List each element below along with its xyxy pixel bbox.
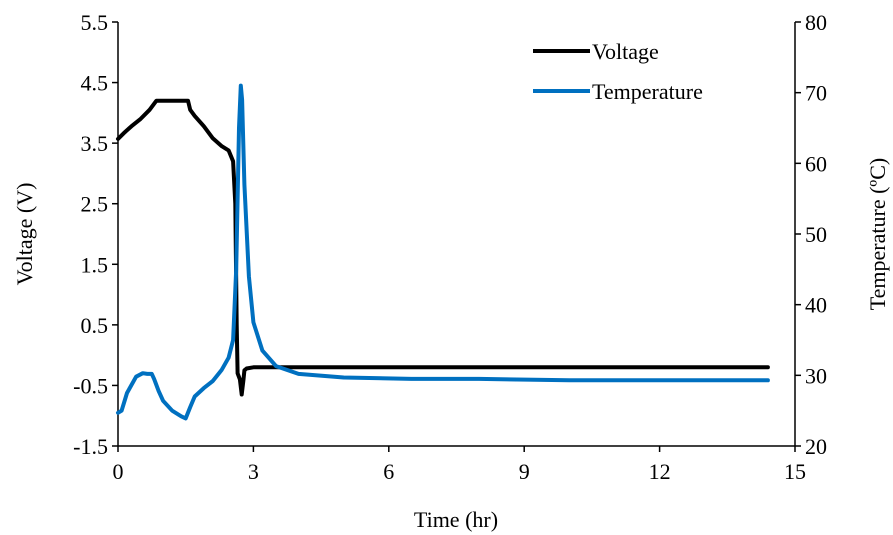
y-right-tick-label: 50 — [805, 222, 827, 247]
x-tick-label: 0 — [113, 459, 124, 484]
x-tick-label: 12 — [649, 459, 671, 484]
y-left-tick-label: -1.5 — [73, 434, 108, 459]
y-right-tick-label: 80 — [805, 10, 827, 35]
y-right-axis-title: Temperature (ºC) — [865, 158, 890, 311]
y-right-tick-label: 30 — [805, 363, 827, 388]
legend: Voltage Temperature — [533, 39, 703, 104]
x-axis-title: Time (hr) — [414, 507, 498, 532]
x-tick-label: 6 — [383, 459, 394, 484]
y-left-tick-label: 4.5 — [81, 71, 109, 96]
y-right-tick-label: 20 — [805, 434, 827, 459]
y-left-tick-label: 1.5 — [81, 252, 109, 277]
y-left-tick-label: -0.5 — [73, 373, 108, 398]
series-layer — [116, 83, 770, 421]
legend-label-temperature: Temperature — [592, 79, 703, 104]
y-left-tick-label: 2.5 — [81, 192, 109, 217]
y-right-tick-label: 40 — [805, 293, 827, 318]
y-left-axis-title: Voltage (V) — [12, 183, 37, 286]
series-line-temperature — [116, 83, 770, 421]
y-right-axis-ticks: 20 30 40 50 60 70 80 — [795, 10, 827, 459]
series-line-voltage — [116, 98, 770, 397]
y-left-tick-label: 3.5 — [81, 131, 109, 156]
legend-label-voltage: Voltage — [592, 39, 659, 64]
x-tick-label: 9 — [519, 459, 530, 484]
y-right-tick-label: 60 — [805, 151, 827, 176]
x-tick-label: 15 — [784, 459, 806, 484]
x-tick-label: 3 — [248, 459, 259, 484]
y-right-tick-label: 70 — [805, 81, 827, 106]
x-axis-ticks: 0 3 6 9 12 15 — [113, 446, 806, 484]
y-left-axis-ticks: -1.5 -0.5 0.5 1.5 2.5 3.5 4.5 5.5 — [73, 10, 118, 459]
y-left-tick-label: 5.5 — [81, 10, 109, 35]
y-left-tick-label: 0.5 — [81, 313, 109, 338]
